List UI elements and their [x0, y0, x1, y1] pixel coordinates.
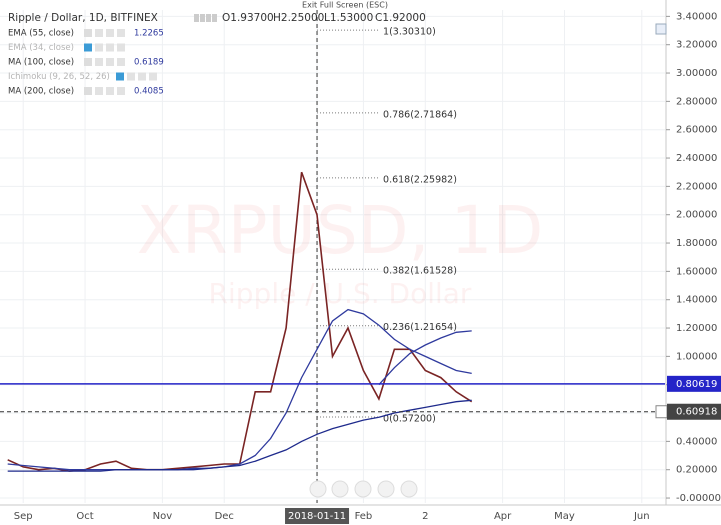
y-tick-label: 1.00000 [676, 351, 717, 362]
legend-icon [95, 43, 103, 52]
x-tick-label: Oct [76, 511, 93, 522]
legend-icon [106, 87, 114, 95]
x-tick-label: 2 [422, 511, 428, 522]
watermark-text: Ripple / U.S. Dollar [209, 277, 472, 310]
fib-label: 0.236(1.21654) [383, 322, 457, 333]
x-tick-label: Dec [215, 511, 234, 522]
ohlc-value: H2.25000 [273, 12, 324, 24]
nav-button[interactable] [309, 480, 327, 498]
y-tick-label: 1.40000 [676, 295, 717, 306]
legend-icon [194, 14, 199, 22]
legend-icon [116, 72, 124, 81]
y-tick-label: 1.20000 [676, 323, 717, 334]
legend-entry: EMA (55, close) [8, 29, 74, 39]
legend-icon [106, 58, 114, 66]
nav-button[interactable] [400, 480, 418, 498]
legend-icon [200, 14, 205, 22]
ohlc-value: C1.92000 [375, 12, 426, 24]
y-tick-label: 2.20000 [676, 181, 717, 192]
y-tick-label: 0.20000 [676, 465, 717, 476]
nav-buttons [309, 480, 418, 498]
x-tick-label: Feb [355, 511, 373, 522]
ohlc-value: O1.93700 [222, 12, 274, 24]
chart-title: Ripple / Dollar, 1D, BITFINEX [8, 12, 158, 24]
legend-icon [117, 43, 125, 52]
legend-icon [127, 72, 135, 81]
y-tick-label: -0.00000 [676, 493, 721, 504]
legend-icon [106, 43, 114, 52]
price-axis [666, 0, 721, 505]
indicator-line [378, 330, 472, 386]
legend-icon [212, 14, 217, 22]
ohlc-value: L1.53000 [324, 12, 373, 24]
y-tick-label: 2.60000 [676, 125, 717, 136]
plus-button [655, 405, 668, 419]
x-tick-label: May [554, 511, 575, 522]
y-tick-label: 3.40000 [676, 11, 717, 22]
indicator-line [7, 308, 472, 471]
legend-entry: EMA (34, close) [8, 43, 74, 53]
legend-icon [149, 72, 157, 81]
watermark: XRPUSD, 1D Ripple / U.S. Dollar [137, 192, 544, 310]
price-label-bg [667, 403, 721, 420]
legend-value: 0.6189 [134, 58, 164, 68]
axes: 3.40000 3.20000 3.00000 2.80000 2.60000 2.400… [14, 11, 721, 524]
y-tick-label: 2.80000 [676, 96, 717, 107]
legend-icon [206, 14, 211, 22]
y-tick-label: 2.40000 [676, 153, 717, 164]
settings-icon[interactable] [655, 23, 667, 35]
legend-value: 1.2265 [134, 29, 164, 39]
legend-icon [95, 87, 103, 95]
legend-icon [84, 87, 92, 95]
legend-entry: MA (200, close) [8, 87, 74, 97]
y-tick-label: 1.60000 [676, 266, 717, 277]
x-tick-label: 2018-01-11 [288, 511, 346, 522]
nav-button[interactable] [377, 480, 395, 498]
legend-icon [117, 87, 125, 95]
legend-entry: Ichimoku (9, 26, 52, 26) [8, 72, 110, 82]
legend-entry: MA (100, close) [8, 58, 74, 68]
legend: Ripple / Dollar, 1D, BITFINEX O1.93700 H2.… [8, 12, 426, 97]
plot: 1(3.30310) 0.786(2.71864) 0.618(2.25982) 0.… [0, 10, 665, 503]
legend-icon [95, 58, 103, 66]
fib-label: 0.786(2.71864) [383, 109, 457, 120]
legend-value: 0.4085 [134, 87, 164, 97]
fib-label: 0.382(1.61528) [383, 266, 457, 277]
watermark-text: XRPUSD, 1D [137, 192, 544, 269]
legend-icon [84, 29, 92, 37]
legend-icon [117, 29, 125, 37]
y-tick-label: 3.20000 [676, 40, 717, 51]
nav-button[interactable] [354, 480, 372, 498]
exit-fullscreen[interactable]: Exit Full Screen (ESC) [302, 1, 388, 10]
x-tick-label: Jun [633, 511, 650, 522]
price-label: 0.80619 [676, 379, 717, 390]
fib-label: 0(0.57200) [383, 414, 436, 425]
fib-label: 0.618(2.25982) [383, 174, 457, 185]
y-tick-label: 3.00000 [676, 68, 717, 79]
legend-icon [117, 58, 125, 66]
x-tick-label: Sep [14, 511, 33, 522]
y-tick-label: 2.00000 [676, 210, 717, 221]
legend-icon [84, 58, 92, 66]
price-label-bg [667, 375, 721, 392]
legend-icon [106, 29, 114, 37]
crosshair-label-bg [285, 508, 350, 524]
y-tick-label: 0.40000 [676, 436, 717, 447]
y-tick-label: 1.80000 [676, 238, 717, 249]
x-tick-label: Nov [153, 511, 173, 522]
legend-icon [95, 29, 103, 37]
legend-icon [84, 43, 92, 52]
nav-button[interactable] [331, 480, 349, 498]
legend-icon [138, 72, 146, 81]
price-label: 0.60918 [676, 407, 717, 418]
x-tick-label: Apr [494, 511, 512, 522]
fib-label: 1(3.30310) [383, 27, 436, 38]
indicator-line [7, 399, 472, 472]
grid [0, 10, 665, 503]
